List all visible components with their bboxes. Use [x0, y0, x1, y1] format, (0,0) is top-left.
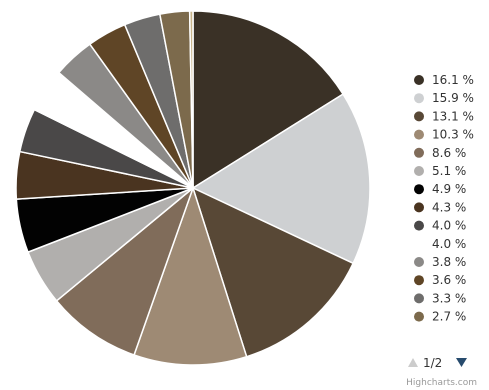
legend-page-down-icon[interactable]: [456, 358, 467, 367]
legend-item-11[interactable]: 3.8 %: [414, 255, 466, 269]
legend-navigation: 1/2: [408, 356, 467, 370]
legend-label-9: 4.0 %: [432, 219, 466, 233]
legend-marker-2: [414, 93, 424, 104]
legend-item-6[interactable]: 5.1 %: [414, 164, 466, 178]
legend-label-6: 5.1 %: [432, 164, 466, 178]
pie-slices: [15, 10, 371, 366]
legend: 16.1 % 15.9 % 13.1 % 10.3 % 8.6 % 5.1 % 4.9 % 4…: [408, 73, 474, 370]
legend-marker-11: [414, 257, 424, 267]
pie-slice-1[interactable]: [192, 10, 344, 189]
legend-label-4: 10.3 %: [432, 128, 474, 142]
legend-marker-9: [414, 220, 424, 231]
pie-slice-3[interactable]: [192, 187, 354, 358]
legend-item-3[interactable]: 13.1 %: [414, 109, 474, 123]
legend-marker-10: [414, 238, 424, 249]
legend-marker-4: [414, 129, 424, 140]
legend-marker-8: [414, 202, 424, 213]
legend-item-13[interactable]: 3.3 %: [414, 291, 466, 305]
legend-item-9[interactable]: 4.0 %: [414, 219, 466, 233]
legend-marker-6: [414, 166, 424, 176]
legend-item-8[interactable]: 4.3 %: [414, 200, 466, 214]
legend-item-10[interactable]: 4.0 %: [414, 237, 466, 251]
legend-marker-14: [414, 311, 424, 322]
legend-label-3: 13.1 %: [432, 109, 474, 123]
legend-item-7[interactable]: 4.9 %: [414, 182, 466, 196]
legend-item-5[interactable]: 8.6 %: [414, 146, 466, 160]
legend-page-up-icon[interactable]: [408, 358, 418, 367]
legend-label-7: 4.9 %: [432, 182, 466, 196]
legend-marker-7: [414, 184, 424, 195]
legend-label-5: 8.6 %: [432, 146, 466, 160]
legend-label-13: 3.3 %: [432, 291, 466, 305]
legend-marker-5: [414, 147, 424, 158]
legend-marker-12: [414, 275, 424, 286]
legend-item-4[interactable]: 10.3 %: [414, 128, 474, 142]
legend-label-10: 4.0 %: [432, 237, 466, 251]
legend-item-1[interactable]: 16.1 %: [414, 73, 474, 87]
legend-marker-1: [414, 75, 424, 85]
pie-slice-5[interactable]: [55, 187, 194, 356]
pie-slice-15[interactable]: [188, 10, 194, 189]
legend-marker-3: [414, 111, 424, 122]
pie-slice-2[interactable]: [192, 93, 371, 265]
legend-label-14: 2.7 %: [432, 310, 466, 324]
legend-item-12[interactable]: 3.6 %: [414, 273, 466, 287]
legend-label-8: 4.3 %: [432, 200, 466, 214]
highcharts-credit[interactable]: Highcharts.com: [406, 378, 477, 388]
legend-label-12: 3.6 %: [432, 273, 466, 287]
legend-item-2[interactable]: 15.9 %: [414, 91, 474, 105]
pie-slice-4[interactable]: [133, 187, 248, 366]
legend-label-2: 15.9 %: [432, 91, 474, 105]
legend-label-11: 3.8 %: [432, 255, 466, 269]
legend-marker-13: [414, 293, 424, 304]
legend-item-14[interactable]: 2.7 %: [414, 310, 466, 324]
legend-label-1: 16.1 %: [432, 73, 474, 87]
legend-page-indicator: 1/2: [423, 356, 442, 370]
